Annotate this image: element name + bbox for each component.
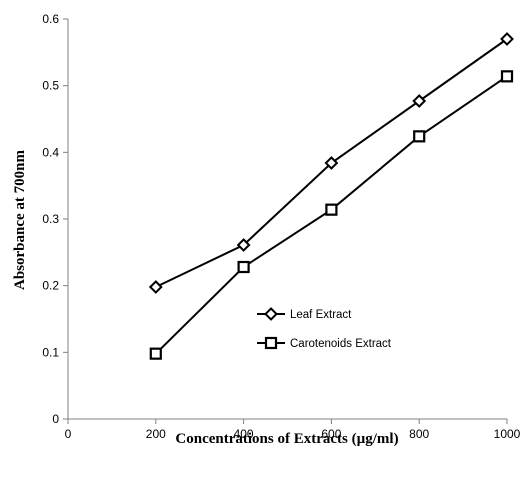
tick-labels: 0 200 400 600 800 1000 0 0.1 0.2 0.3 0.4 0.5 0.6 [42,12,520,441]
x-axis-label: Concentrations of Extracts (µg/ml) [175,431,398,447]
y-tick-label: 0 [52,412,59,426]
legend-label-leaf: Leaf Extract [290,309,352,321]
series-lines [155,38,508,355]
data-point-carotenoids [237,260,250,274]
data-point-carotenoids [325,203,338,216]
data-point-leaf [324,156,339,170]
y-tick-label: 0.4 [42,145,59,159]
x-tick-label: 400 [234,427,254,441]
series-markers [148,32,514,360]
x-tick-label: 800 [409,427,429,441]
legend-label-carotenoids: Carotenoids Extract [290,338,392,350]
y-tick-label: 0.5 [42,79,59,93]
data-point-leaf [412,94,427,108]
x-tick-label: 1000 [494,427,521,441]
y-axis-label: Absorbance at 700nm [12,150,28,291]
legend-marker-carotenoids [264,336,278,350]
y-tick-label: 0.2 [42,279,59,293]
x-tick-label: 200 [146,427,166,441]
data-point-leaf [500,32,514,46]
axes [63,18,508,424]
data-point-carotenoids [500,70,514,83]
y-tick-label: 0.1 [42,345,59,359]
data-point-carotenoids [413,130,426,143]
data-point-carotenoids [149,347,162,360]
x-tick-label: 600 [321,427,341,441]
legend-marker-leaf [264,307,278,321]
y-tick-label: 0.6 [42,12,59,26]
data-point-leaf [236,238,251,252]
x-tick-label: 0 [65,427,72,441]
data-point-leaf [148,280,163,294]
y-tick-label: 0.3 [42,212,59,226]
legend: Leaf Extract Carotenoids Extract [257,307,392,350]
